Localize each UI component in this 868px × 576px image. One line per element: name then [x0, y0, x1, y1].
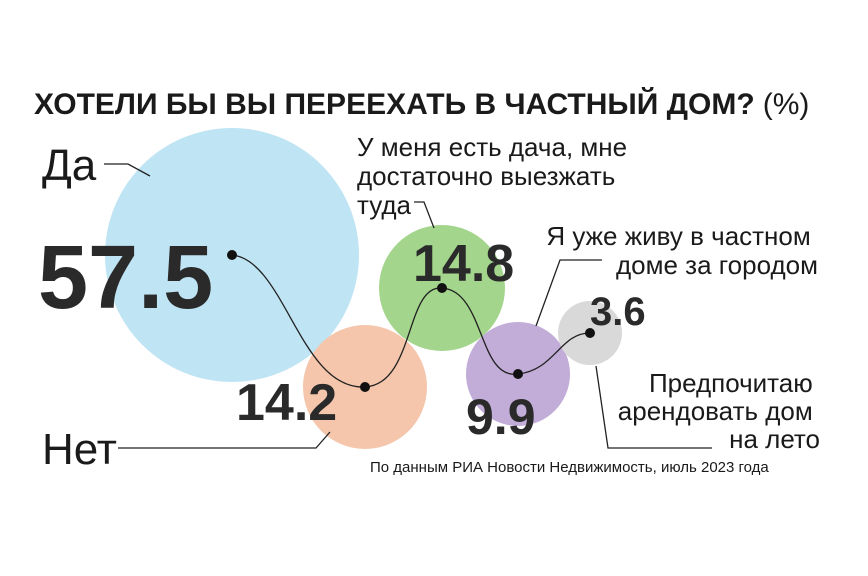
dot-dacha [437, 283, 447, 293]
leader-rent [595, 365, 712, 449]
dot-rent [585, 328, 595, 338]
leader-dacha [414, 201, 435, 229]
value-net: 14.2 [236, 374, 337, 432]
value-live-house: 9.9 [466, 389, 536, 445]
label-net: Нет [42, 425, 117, 474]
label-da: Да [42, 141, 97, 190]
connector-curve [231, 254, 591, 388]
leader-da [104, 163, 151, 177]
dot-net [360, 382, 370, 392]
chart-title: ХОТЕЛИ БЫ ВЫ ПЕРЕЕХАТЬ В ЧАСТНЫЙ ДОМ? (%) [34, 87, 809, 121]
dot-da [227, 250, 237, 260]
label-live-house: Я уже живу в частном доме за городом [546, 221, 818, 280]
source-note: По данным РИА Новости Недвижимость, июль… [370, 459, 769, 476]
label-rent: Предпочитаю арендовать дом на лето [618, 368, 820, 454]
dot-live-house [513, 369, 523, 379]
label-dacha: У меня есть дача, мне достаточно выезжат… [357, 132, 634, 220]
value-da: 57.5 [38, 228, 213, 328]
value-rent: 3.6 [590, 290, 646, 334]
value-dacha: 14.8 [413, 235, 514, 293]
leader-net [118, 431, 331, 449]
leader-live-house [535, 259, 602, 327]
